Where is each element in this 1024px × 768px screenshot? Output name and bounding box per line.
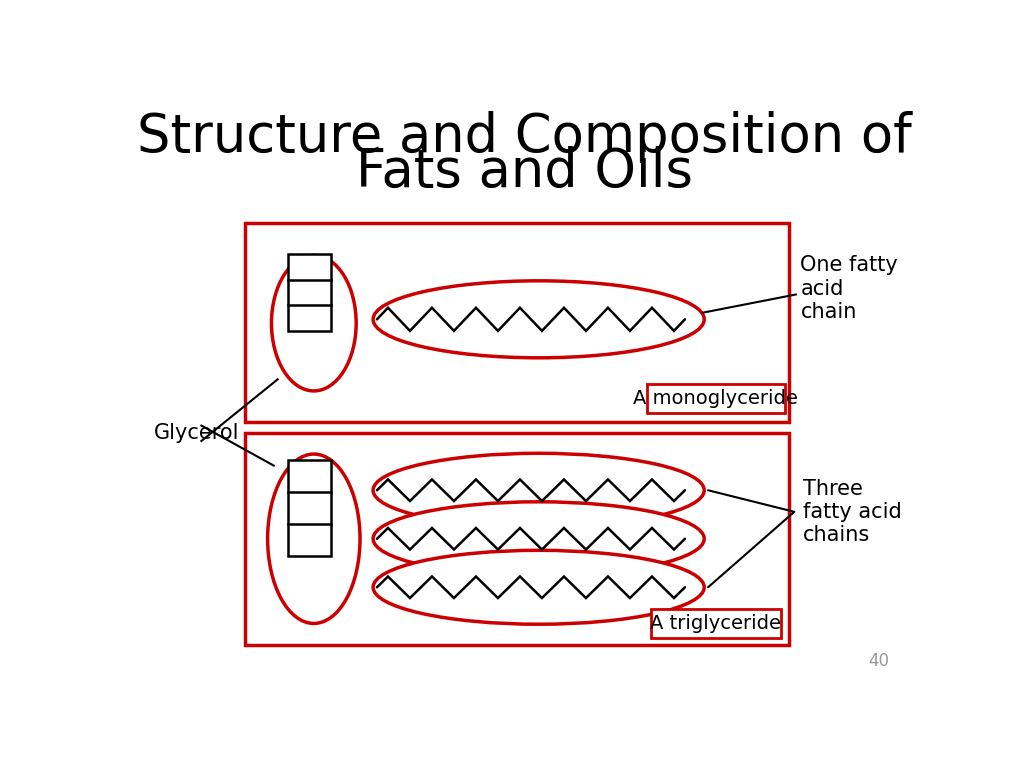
Text: A triglyceride: A triglyceride bbox=[650, 614, 781, 633]
Text: Fats and Oils: Fats and Oils bbox=[356, 145, 693, 197]
Text: A monoglyceride: A monoglyceride bbox=[633, 389, 798, 408]
Bar bbox=[289, 254, 331, 331]
Bar bbox=[245, 433, 788, 645]
Ellipse shape bbox=[271, 256, 356, 391]
FancyBboxPatch shape bbox=[647, 384, 784, 413]
Ellipse shape bbox=[373, 281, 705, 358]
Bar bbox=[289, 460, 331, 556]
Text: One fatty
acid
chain: One fatty acid chain bbox=[801, 255, 898, 322]
Text: Three
fatty acid
chains: Three fatty acid chains bbox=[803, 478, 901, 545]
Text: 40: 40 bbox=[868, 652, 889, 670]
FancyBboxPatch shape bbox=[650, 609, 781, 638]
Text: Glycerol: Glycerol bbox=[154, 423, 240, 443]
Text: Structure and Composition of: Structure and Composition of bbox=[137, 111, 912, 163]
Ellipse shape bbox=[267, 454, 360, 624]
Ellipse shape bbox=[373, 551, 705, 624]
Ellipse shape bbox=[373, 453, 705, 527]
Bar bbox=[245, 223, 788, 422]
Ellipse shape bbox=[373, 502, 705, 576]
